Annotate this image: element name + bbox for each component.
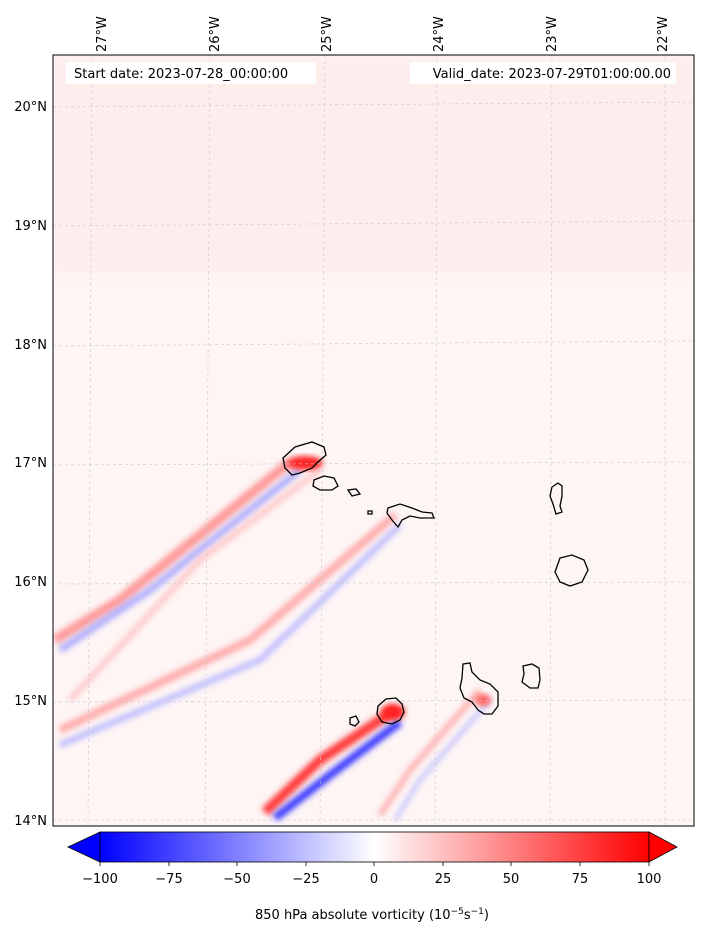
lat-label-16n: 16°N: [14, 575, 47, 590]
colorbar-tick-label: 75: [572, 872, 589, 887]
island-fogo: [376, 697, 405, 725]
island-boa-vista: [554, 554, 589, 587]
wake-red-streak-3: [58, 511, 398, 734]
colorbar-extend-min: [67, 831, 101, 863]
lon-label-25w: 25°W: [320, 16, 335, 52]
colorbar: −100 −75 −50 −25 0 25 50 75 100 850 hPa …: [67, 831, 678, 923]
island-santa-luzia: [346, 488, 362, 497]
map-frame: [52, 54, 695, 827]
wake-blue-streak-santiago: [393, 698, 492, 822]
colorbar-tick-label: 0: [370, 872, 378, 887]
lon-label-24w: 24°W: [432, 16, 447, 52]
lat-label-19n: 19°N: [14, 219, 47, 234]
colorbar-bar: [99, 831, 650, 863]
vorticity-max-fogo: [381, 704, 405, 720]
colorbar-extend-max: [648, 831, 678, 863]
lat-label-14n: 14°N: [14, 814, 47, 829]
vorticity-max-santiago: [475, 694, 491, 706]
wake-blue-streak-1: [58, 467, 303, 653]
start-date-box: [66, 62, 316, 84]
lat-label-15n: 15°N: [14, 694, 47, 709]
latitude-labels: 20°N 19°N 18°N 17°N 16°N 15°N 14°N: [14, 100, 47, 829]
gridline-20n: [52, 101, 695, 108]
gridline-15n: [52, 699, 695, 703]
island-sao-vicente: [312, 475, 339, 491]
gridline-27w: [87, 54, 93, 827]
colorbar-tick-label: −100: [82, 872, 118, 887]
gridline-24w: [434, 54, 438, 827]
wake-blue-streak-fogo: [272, 718, 403, 822]
haze-north: [53, 55, 694, 275]
island-sal: [549, 482, 563, 515]
gridline-25w: [319, 54, 326, 827]
valid-date-box: [410, 62, 676, 84]
gridline-18n: [52, 340, 695, 347]
colorbar-tick-label: 100: [637, 872, 662, 887]
colorbar-label: 850 hPa absolute vorticity (10−5s−1): [255, 907, 489, 923]
coastlines: [282, 441, 589, 727]
lat-label-20n: 20°N: [14, 100, 47, 115]
island-maio: [521, 663, 541, 689]
island-santo-antao: [282, 441, 327, 476]
lon-label-27w: 27°W: [95, 16, 110, 52]
valid-date-label: Valid_date: 2023-07-29T01:00:00.00: [433, 67, 671, 82]
island-raso: [367, 510, 373, 515]
map-panel: Start date: 2023-07-28_00:00:00 Valid_da…: [52, 54, 695, 827]
colorbar-tick-label: 25: [435, 872, 452, 887]
gridlines: [52, 54, 695, 827]
wake-red-streak-fogo: [261, 705, 398, 816]
vorticity-field: [53, 55, 694, 822]
longitude-labels: 27°W 26°W 25°W 24°W 23°W 22°W: [95, 16, 671, 52]
lon-label-26w: 26°W: [208, 16, 223, 52]
colorbar-tick-label: −50: [223, 872, 250, 887]
colorbar-tick-label: 50: [503, 872, 520, 887]
lat-label-18n: 18°N: [14, 338, 47, 353]
gridline-16n: [52, 581, 695, 585]
gridline-17n: [52, 461, 695, 466]
colorbar-tick-label: −25: [292, 872, 319, 887]
gridline-23w: [549, 54, 553, 827]
wake-blue-streak-3: [58, 522, 403, 748]
colorbar-ticks: [99, 862, 650, 866]
colorbar-tick-label: −75: [155, 872, 182, 887]
island-sao-nicolau: [386, 503, 435, 529]
gridline-26w: [204, 54, 211, 827]
lat-label-17n: 17°N: [14, 456, 47, 471]
wake-pink-streak-2: [67, 467, 322, 703]
start-date-label: Start date: 2023-07-28_00:00:00: [74, 67, 288, 82]
lon-label-22w: 22°W: [656, 16, 671, 52]
wake-red-streak-1: [53, 458, 294, 645]
island-brava: [349, 715, 360, 727]
wake-pink-streak-santiago: [377, 688, 483, 817]
lon-label-23w: 23°W: [545, 16, 560, 52]
island-santiago: [459, 662, 499, 715]
gridline-19n: [52, 220, 695, 227]
